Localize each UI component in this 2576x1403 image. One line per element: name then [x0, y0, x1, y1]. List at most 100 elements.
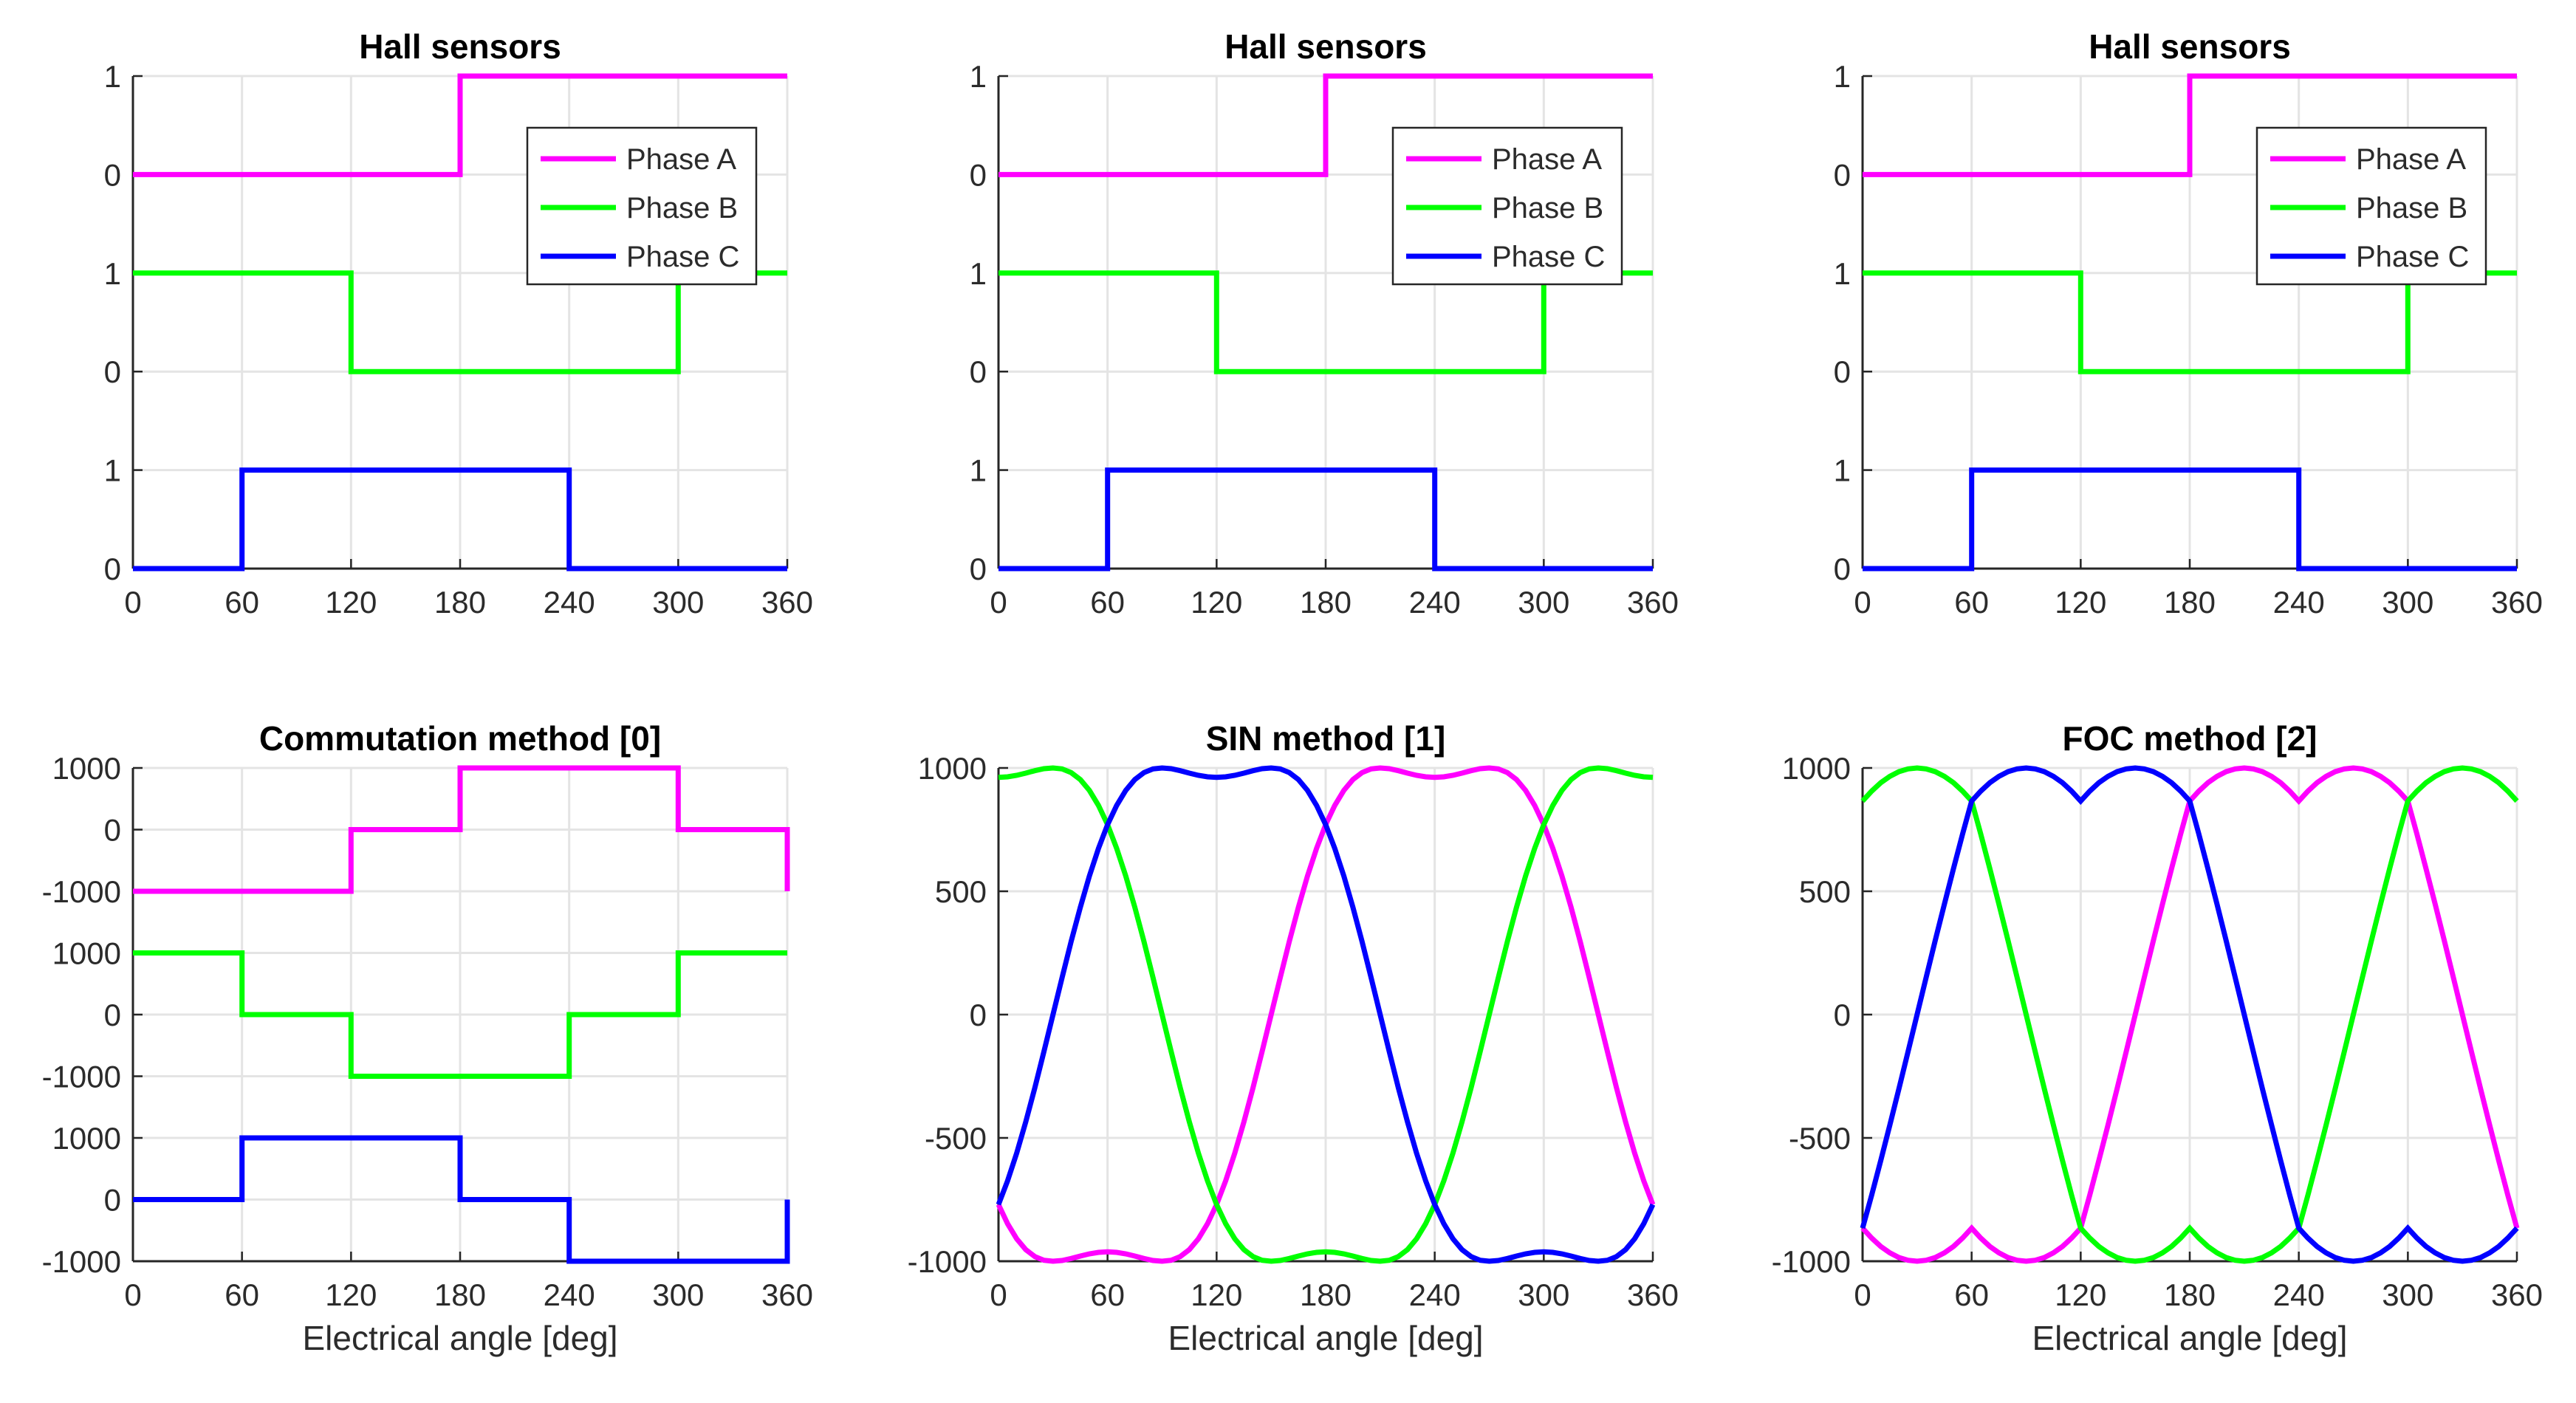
- plot-title: Hall sensors: [2089, 27, 2291, 66]
- plot-title: Hall sensors: [359, 27, 561, 66]
- legend-label: Phase C: [626, 241, 739, 273]
- y-tick-label: 1: [104, 59, 121, 94]
- y-tick-label: 1000: [52, 1121, 121, 1156]
- x-tick-label: 360: [2491, 1277, 2543, 1312]
- plot-title: Commutation method [0]: [259, 719, 661, 758]
- x-tick-label: 0: [124, 1277, 141, 1312]
- y-tick-label: -1000: [42, 874, 121, 909]
- x-tick-label: 240: [1409, 1277, 1461, 1312]
- legend-item-phase-c: Phase C: [1406, 241, 1605, 273]
- subplot-foc-method: 0 60 120 180 240 300 360 -1000 -500 0 500 1000 FOC m…: [1772, 719, 2543, 1357]
- y-tick-label: 1000: [52, 936, 121, 971]
- x-tick-label: 120: [325, 585, 377, 620]
- y-tick-label: 500: [1799, 874, 1851, 909]
- y-tick-label: -1000: [1772, 1244, 1851, 1279]
- plot-title: FOC method [2]: [2063, 719, 2318, 758]
- y-tick-label: -1000: [908, 1244, 987, 1279]
- legend-item-phase-c: Phase C: [2270, 241, 2469, 273]
- x-tick-label: 300: [1518, 585, 1569, 620]
- x-axis-label: Electrical angle [deg]: [2032, 1319, 2347, 1357]
- legend: Phase A Phase B Phase C: [2255, 126, 2487, 286]
- series-line-phase-a: [133, 73, 787, 177]
- x-tick-label: 300: [652, 1277, 704, 1312]
- x-tick-label: 300: [1518, 1277, 1569, 1312]
- y-tick-label: 0: [1834, 998, 1851, 1032]
- x-tick-label: 120: [2055, 1277, 2106, 1312]
- x-tick-label: 240: [544, 585, 595, 620]
- x-tick-label: 300: [652, 585, 704, 620]
- legend-label: Phase C: [2356, 241, 2469, 273]
- y-tick-label: 0: [1834, 157, 1851, 192]
- x-tick-label: 360: [1627, 585, 1679, 620]
- y-tick-label: 0: [104, 552, 121, 586]
- grid: [997, 766, 1654, 1263]
- y-tick-label: 0: [104, 157, 121, 192]
- legend: Phase A Phase B Phase C: [526, 126, 758, 286]
- x-tick-label: 240: [2273, 1277, 2325, 1312]
- x-tick-label: 60: [1954, 1277, 1989, 1312]
- subplot-sin-method: 0 60 120 180 240 300 360 -1000 -500 0 500 1000 SIN m…: [908, 719, 1679, 1357]
- series-line-phase-c: [996, 765, 1656, 1264]
- series-line-phase-c: [133, 1135, 790, 1264]
- legend-item-phase-b: Phase B: [541, 192, 738, 224]
- y-tick-label: 1: [970, 453, 987, 488]
- y-tick-label: 0: [970, 354, 987, 389]
- y-tick-label: 1: [970, 59, 987, 94]
- series-line-phase-c: [1863, 467, 2517, 572]
- y-tick-label: 0: [104, 354, 121, 389]
- y-tick-label: 1000: [52, 751, 121, 786]
- x-tick-label: 120: [1191, 1277, 1242, 1312]
- y-tick-label: 1: [1834, 59, 1851, 94]
- legend-item-phase-a: Phase A: [1406, 143, 1602, 176]
- x-tick-label: 180: [2164, 585, 2216, 620]
- y-tick-label: 0: [104, 1183, 121, 1218]
- series-line-phase-a: [998, 73, 1653, 177]
- y-tick-label: -1000: [42, 1060, 121, 1094]
- x-tick-label: 120: [325, 1277, 377, 1312]
- x-tick-label: 0: [124, 585, 141, 620]
- x-tick-label: 240: [1409, 585, 1461, 620]
- y-tick-label: 500: [935, 874, 987, 909]
- legend-label: Phase A: [626, 143, 736, 176]
- x-tick-label: 60: [225, 585, 259, 620]
- y-tick-label: 0: [970, 552, 987, 586]
- legend-label: Phase A: [2356, 143, 2466, 176]
- y-tick-label: -1000: [42, 1244, 121, 1279]
- x-tick-label: 300: [2382, 1277, 2433, 1312]
- x-tick-label: 180: [2164, 1277, 2216, 1312]
- y-tick-label: 0: [1834, 552, 1851, 586]
- x-tick-label: 360: [761, 1277, 813, 1312]
- y-tick-label: 1: [104, 256, 121, 291]
- x-tick-label: 60: [1954, 585, 1989, 620]
- y-tick-label: 1: [1834, 453, 1851, 488]
- subplot-hall-sensors-1: 0 60 120 180 240 300 360 0 1 0 1 0 1 Hall sensors Phas…: [104, 27, 813, 620]
- series-line-phase-b: [133, 950, 787, 1079]
- x-tick-label: 360: [1627, 1277, 1679, 1312]
- x-tick-label: 180: [1300, 585, 1352, 620]
- y-tick-label: 0: [1834, 354, 1851, 389]
- y-tick-label: 1: [1834, 256, 1851, 291]
- y-tick-label: 0: [970, 157, 987, 192]
- x-tick-label: 180: [1300, 1277, 1352, 1312]
- legend: Phase A Phase B Phase C: [1391, 126, 1623, 286]
- y-tick-label: 1: [104, 453, 121, 488]
- y-tick-label: 0: [104, 998, 121, 1032]
- x-tick-label: 0: [1854, 585, 1871, 620]
- x-tick-label: 360: [761, 585, 813, 620]
- x-tick-label: 180: [434, 585, 486, 620]
- x-tick-label: 0: [990, 585, 1007, 620]
- legend-label: Phase C: [1492, 241, 1605, 273]
- legend-label: Phase B: [1492, 192, 1603, 224]
- x-tick-label: 0: [990, 1277, 1007, 1312]
- x-tick-label: 180: [434, 1277, 486, 1312]
- legend-item-phase-a: Phase A: [541, 143, 736, 176]
- legend-item-phase-c: Phase C: [541, 241, 739, 273]
- x-tick-label: 300: [2382, 585, 2433, 620]
- y-tick-label: -500: [925, 1121, 987, 1156]
- x-tick-label: 360: [2491, 585, 2543, 620]
- y-tick-label: -500: [1789, 1121, 1851, 1156]
- series-line-phase-c: [998, 467, 1653, 572]
- x-tick-label: 120: [1191, 585, 1242, 620]
